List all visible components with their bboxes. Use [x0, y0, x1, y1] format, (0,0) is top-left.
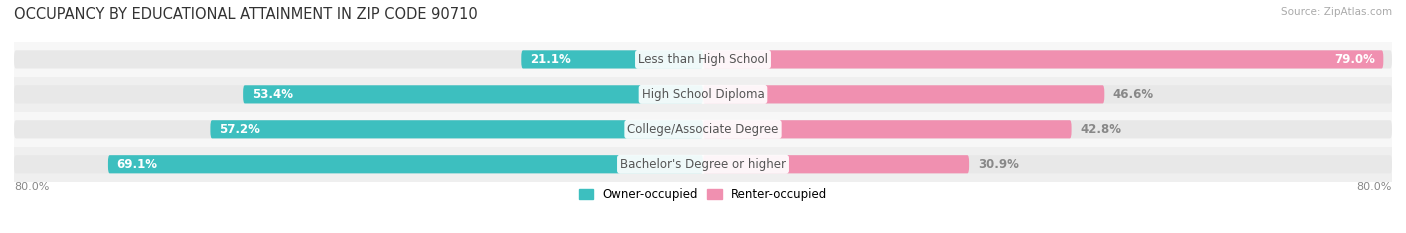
- FancyBboxPatch shape: [211, 120, 703, 138]
- FancyBboxPatch shape: [703, 120, 1071, 138]
- Bar: [14, 42, 1392, 77]
- FancyBboxPatch shape: [108, 155, 703, 173]
- FancyBboxPatch shape: [14, 50, 1392, 69]
- Text: 79.0%: 79.0%: [1334, 53, 1375, 66]
- FancyBboxPatch shape: [243, 85, 703, 103]
- Text: High School Diploma: High School Diploma: [641, 88, 765, 101]
- Text: Source: ZipAtlas.com: Source: ZipAtlas.com: [1281, 7, 1392, 17]
- Text: 46.6%: 46.6%: [1114, 88, 1154, 101]
- FancyBboxPatch shape: [522, 50, 703, 69]
- Text: 80.0%: 80.0%: [14, 182, 49, 192]
- Text: 57.2%: 57.2%: [219, 123, 260, 136]
- Text: OCCUPANCY BY EDUCATIONAL ATTAINMENT IN ZIP CODE 90710: OCCUPANCY BY EDUCATIONAL ATTAINMENT IN Z…: [14, 7, 478, 22]
- Text: Bachelor's Degree or higher: Bachelor's Degree or higher: [620, 158, 786, 171]
- Text: 21.1%: 21.1%: [530, 53, 571, 66]
- FancyBboxPatch shape: [14, 85, 1392, 103]
- FancyBboxPatch shape: [703, 50, 1384, 69]
- Text: 42.8%: 42.8%: [1080, 123, 1121, 136]
- Text: College/Associate Degree: College/Associate Degree: [627, 123, 779, 136]
- FancyBboxPatch shape: [14, 155, 1392, 173]
- Bar: [14, 112, 1392, 147]
- FancyBboxPatch shape: [14, 120, 1392, 138]
- Bar: [14, 147, 1392, 182]
- Text: 30.9%: 30.9%: [977, 158, 1018, 171]
- FancyBboxPatch shape: [703, 155, 969, 173]
- Text: 53.4%: 53.4%: [252, 88, 292, 101]
- Text: 69.1%: 69.1%: [117, 158, 157, 171]
- Text: 80.0%: 80.0%: [1357, 182, 1392, 192]
- Legend: Owner-occupied, Renter-occupied: Owner-occupied, Renter-occupied: [579, 188, 827, 201]
- FancyBboxPatch shape: [703, 85, 1104, 103]
- Text: Less than High School: Less than High School: [638, 53, 768, 66]
- Bar: [14, 77, 1392, 112]
